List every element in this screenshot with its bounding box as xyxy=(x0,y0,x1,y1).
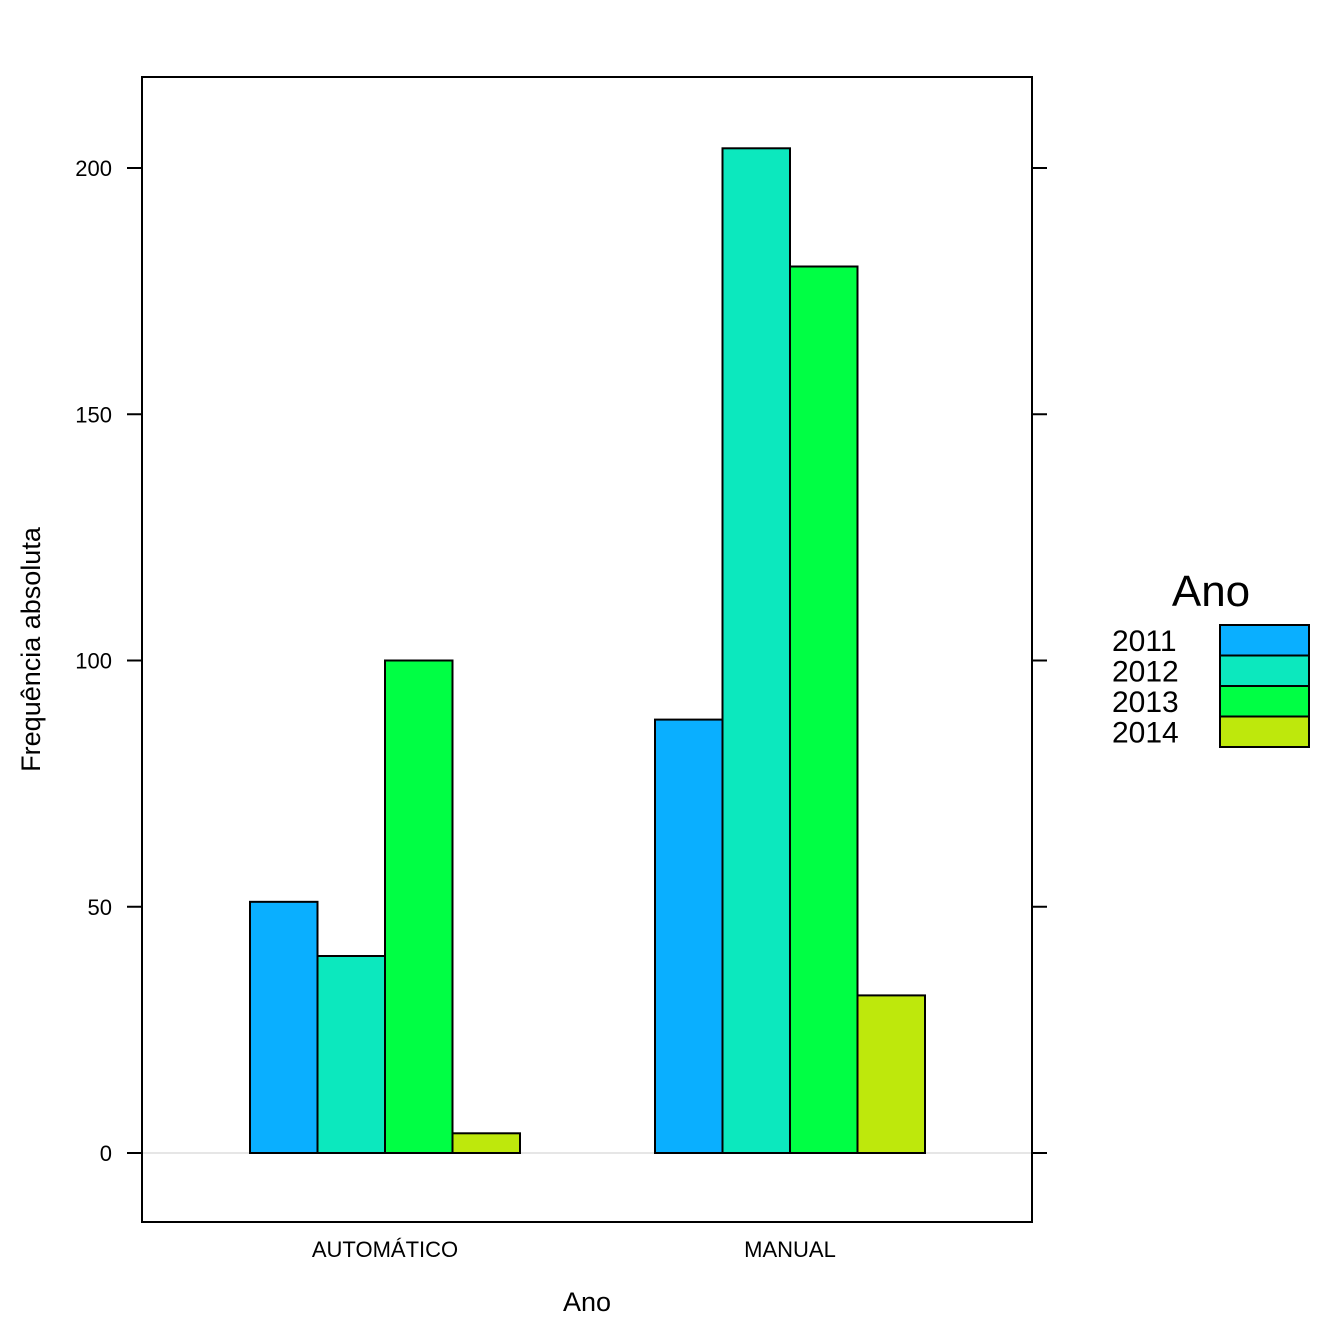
bar-2014-manual xyxy=(856,994,926,1155)
bar-2012-automático xyxy=(316,955,386,1154)
bar-2014-automático xyxy=(451,1132,521,1155)
bars-group xyxy=(249,147,926,1155)
y-tick-label: 0 xyxy=(100,1141,112,1166)
legend-label-2013: 2013 xyxy=(1112,686,1179,719)
legend-swatch-2011 xyxy=(1219,624,1310,657)
legend-title: Ano xyxy=(1172,567,1250,616)
bar-2013-automático xyxy=(384,659,454,1154)
y-tick-label: 150 xyxy=(75,402,112,427)
y-axis-ticks: 0 50 100 150 200 xyxy=(75,156,1047,1166)
legend-label-2014: 2014 xyxy=(1112,717,1179,750)
y-tick-label: 200 xyxy=(75,156,112,181)
bar-2013-manual xyxy=(789,265,859,1154)
x-tick-label: MANUAL xyxy=(744,1237,836,1262)
y-axis-title: Frequência absoluta xyxy=(16,526,46,772)
y-tick-label: 100 xyxy=(75,649,112,674)
bar-2011-automático xyxy=(249,900,319,1155)
x-tick-label: AUTOMÁTICO xyxy=(312,1237,458,1262)
bar-2011-manual xyxy=(654,718,724,1154)
legend-label-2012: 2012 xyxy=(1112,656,1179,689)
legend-swatch-2012 xyxy=(1219,654,1310,687)
bar-2012-manual xyxy=(721,147,791,1155)
plot-panel-border xyxy=(141,76,1033,1223)
legend-label-2011: 2011 xyxy=(1112,625,1177,658)
legend-swatch-2014 xyxy=(1219,715,1310,748)
legend-swatch-2013 xyxy=(1219,685,1310,718)
x-axis-ticks: AUTOMÁTICO MANUAL xyxy=(312,1237,836,1262)
x-axis-title: Ano xyxy=(563,1287,611,1317)
y-tick-label: 50 xyxy=(88,895,112,920)
